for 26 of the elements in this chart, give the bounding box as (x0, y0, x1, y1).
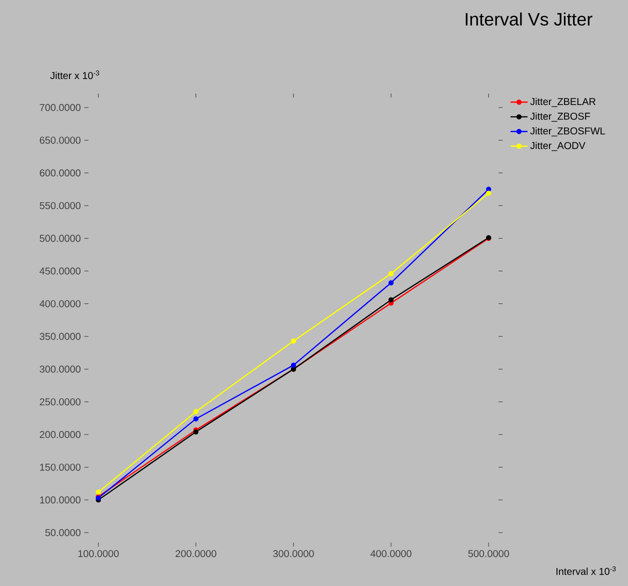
legend-label: Jitter_AODV (530, 142, 586, 151)
x-tick-label: 200.0000 (176, 550, 216, 557)
y-axis-title: Jitter x 10$^{-3}$ (50, 70, 100, 79)
y-tick-label: 300.0000 (40, 365, 80, 372)
x-tick-label: 300.0000 (273, 550, 314, 557)
legend-label: Jitter_ZBOSFWL (530, 126, 606, 136)
y-tick-label: 600.0000 (40, 169, 80, 176)
y-tick-label: 100.0000 (40, 496, 80, 504)
x-tick-label: 500.0000 (468, 550, 509, 557)
y-tick-label: 250.0000 (40, 398, 80, 406)
x-tick-label: 400.0000 (370, 550, 412, 557)
y-tick-label: 650.0000 (40, 136, 80, 144)
y-tick-label: 200.0000 (40, 430, 80, 438)
y-tick-label: 350.0000 (40, 332, 80, 340)
y-tick-label: 50.0000 (45, 528, 80, 536)
y-tick-label: 550.0000 (40, 202, 80, 209)
legend-label: Jitter_ZBELAR (530, 98, 596, 107)
legend-label: Jitter_ZBOSF (530, 112, 590, 122)
y-tick-label: 400.0000 (40, 300, 80, 308)
y-tick-label: 150.0000 (40, 464, 80, 471)
y-tick-label: 700.0000 (40, 104, 80, 111)
text: Interval Vs Jitter (466, 12, 592, 26)
x-axis-title: Interval x 10$^{-3}$ (556, 566, 616, 575)
x-tick-label: 100.0000 (78, 550, 119, 557)
y-tick-label: 450.0000 (40, 267, 80, 274)
y-tick-label: 500.0000 (40, 234, 80, 242)
